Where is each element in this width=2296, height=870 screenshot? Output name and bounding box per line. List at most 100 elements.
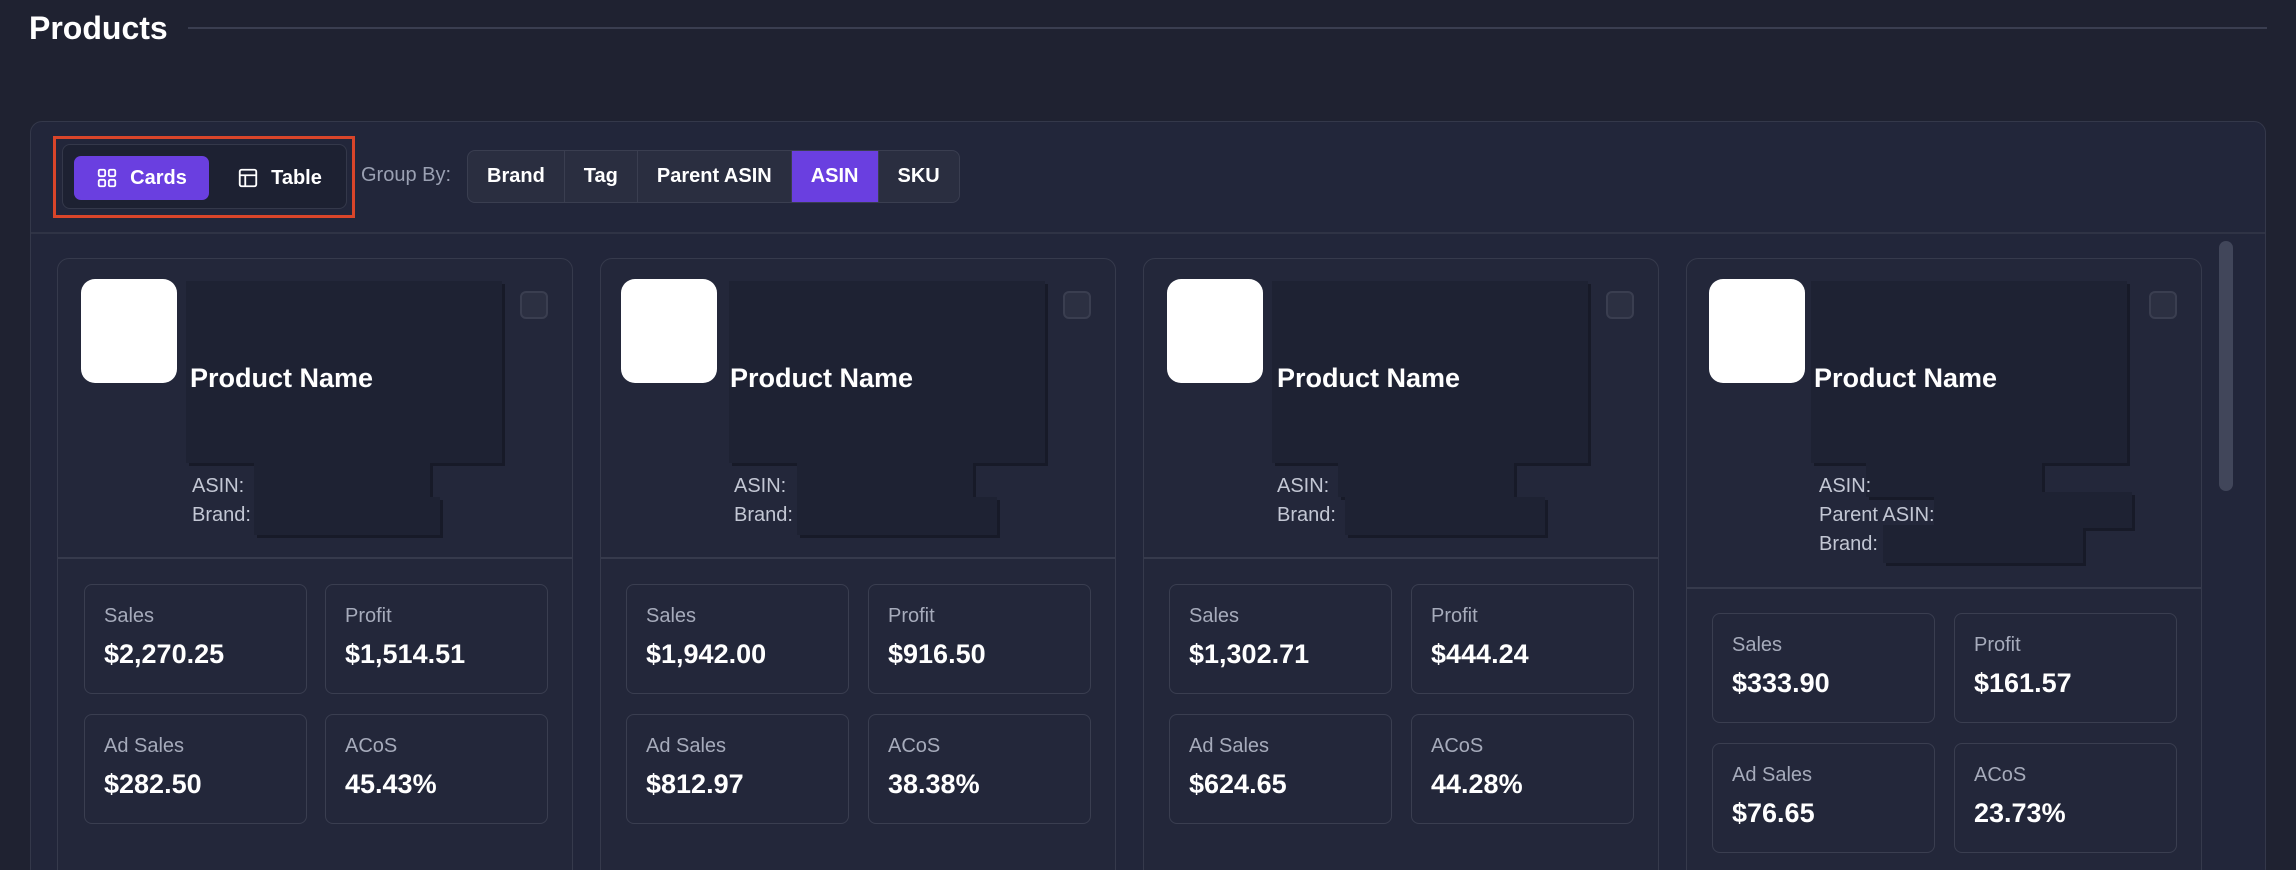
table-icon (238, 168, 258, 188)
metric-label: Profit (888, 605, 935, 627)
product-card[interactable]: Product Name ASIN: Brand: Sales $1,302.7… (1143, 258, 1659, 870)
product-image (1709, 279, 1805, 383)
group-by-selector: Brand Tag Parent ASIN ASIN SKU (467, 150, 960, 203)
redacted-area (254, 463, 430, 497)
product-select-checkbox[interactable] (1606, 291, 1634, 319)
redacted-area (1338, 463, 1514, 497)
asin-label: ASIN: (734, 475, 787, 497)
redacted-area (1811, 281, 2127, 463)
metric-sales: Sales $333.90 (1712, 613, 1935, 723)
product-card[interactable]: Product Name ASIN: Parent ASIN: Brand: S… (1686, 258, 2202, 870)
redacted-area (797, 463, 973, 497)
metric-value: 23.73% (1974, 798, 2066, 828)
metric-ad-sales: Ad Sales $282.50 (84, 714, 307, 824)
product-image (81, 279, 177, 383)
group-by-sku-button[interactable]: SKU (897, 165, 940, 187)
parent-asin-label: Parent ASIN: (1819, 504, 1935, 526)
metric-value: $916.50 (888, 639, 986, 669)
metric-profit: Profit $444.24 (1411, 584, 1634, 694)
redacted-area (254, 497, 440, 535)
metric-label: Sales (646, 605, 697, 627)
metric-value: $76.65 (1732, 798, 1815, 828)
products-panel: Cards Table Group By: Brand Tag Parent A… (30, 121, 2266, 870)
asin-label: ASIN: (1819, 475, 1872, 497)
metric-label: Ad Sales (1732, 764, 1813, 786)
product-card[interactable]: Product Name ASIN: Brand: Sales $1,942.0… (600, 258, 1116, 870)
metric-label: Profit (345, 605, 392, 627)
redacted-area (1883, 525, 2083, 563)
product-image (621, 279, 717, 383)
redacted-area (1272, 281, 1588, 463)
view-toggle-highlight (53, 136, 355, 218)
metric-label: Ad Sales (646, 735, 727, 757)
grid-icon (97, 168, 117, 188)
product-image (1167, 279, 1263, 383)
metric-label: ACoS (345, 735, 398, 757)
cards-view-button[interactable]: Cards (74, 156, 209, 200)
metric-sales: Sales $1,302.71 (1169, 584, 1392, 694)
metric-acos: ACoS 44.28% (1411, 714, 1634, 824)
metric-value: $1,514.51 (345, 639, 466, 669)
metric-value: $812.97 (646, 769, 744, 799)
brand-label: Brand: (1277, 504, 1336, 526)
redacted-area (1345, 497, 1545, 535)
metric-label: ACoS (1974, 764, 2027, 786)
group-by-label: Group By: (361, 164, 452, 186)
group-by-asin-button[interactable]: ASIN (791, 151, 879, 202)
metric-acos: ACoS 23.73% (1954, 743, 2177, 853)
redacted-area (729, 281, 1045, 463)
product-select-checkbox[interactable] (2149, 291, 2177, 319)
metric-label: ACoS (888, 735, 941, 757)
product-card-header: Product Name ASIN: Brand: (58, 259, 572, 559)
redacted-area (797, 497, 997, 535)
metric-value: $333.90 (1732, 668, 1830, 698)
metric-value: $624.65 (1189, 769, 1287, 799)
table-view-button[interactable]: Table (222, 156, 337, 200)
metric-profit: Profit $161.57 (1954, 613, 2177, 723)
metric-value: $1,302.71 (1189, 639, 1310, 669)
metric-acos: ACoS 38.38% (868, 714, 1091, 824)
product-select-checkbox[interactable] (1063, 291, 1091, 319)
redacted-area (1934, 492, 2132, 528)
redacted-area (1866, 463, 2042, 497)
metric-value: 44.28% (1431, 769, 1523, 799)
product-select-checkbox[interactable] (520, 291, 548, 319)
metric-label: Profit (1431, 605, 1478, 627)
page-header: Products (29, 8, 2296, 48)
asin-label: ASIN: (1277, 475, 1330, 497)
metric-value: $282.50 (104, 769, 202, 799)
page-title: Products (29, 9, 168, 46)
product-name: Product Name (730, 363, 914, 393)
product-name: Product Name (1277, 363, 1461, 393)
group-by-parent-asin-button[interactable]: Parent ASIN (638, 151, 792, 202)
product-card[interactable]: Product Name ASIN: Brand: Sales $2,270.2… (57, 258, 573, 870)
metric-label: Sales (1189, 605, 1240, 627)
product-card-header: Product Name ASIN: Brand: (601, 259, 1115, 559)
view-toggle: Cards Table (62, 144, 347, 209)
metric-value: 45.43% (345, 769, 437, 799)
metric-value: $444.24 (1431, 639, 1529, 669)
metric-label: Ad Sales (1189, 735, 1270, 757)
cards-scrollbar[interactable] (2219, 241, 2233, 491)
product-cards-grid: Product Name ASIN: Brand: Sales $2,270.2… (31, 235, 2265, 870)
metric-ad-sales: Ad Sales $812.97 (626, 714, 849, 824)
product-card-header: Product Name ASIN: Parent ASIN: Brand: (1687, 259, 2201, 589)
metric-ad-sales: Ad Sales $76.65 (1712, 743, 1935, 853)
brand-label: Brand: (1819, 533, 1878, 555)
group-by-brand-button[interactable]: Brand (468, 151, 565, 202)
metric-value: 38.38% (888, 769, 980, 799)
metric-value: $2,270.25 (104, 639, 225, 669)
asin-label: ASIN: (192, 475, 245, 497)
metric-label: Profit (1974, 634, 2021, 656)
metric-acos: ACoS 45.43% (325, 714, 548, 824)
group-by-tag-button[interactable]: Tag (565, 151, 638, 202)
toolbar: Cards Table Group By: Brand Tag Parent A… (31, 122, 2265, 234)
brand-label: Brand: (192, 504, 251, 526)
brand-label: Brand: (734, 504, 793, 526)
header-divider (187, 27, 2267, 29)
table-view-label: Table (271, 166, 322, 189)
cards-view-label: Cards (130, 166, 187, 189)
metric-sales: Sales $1,942.00 (626, 584, 849, 694)
product-name: Product Name (190, 363, 374, 393)
redacted-area (186, 281, 502, 463)
